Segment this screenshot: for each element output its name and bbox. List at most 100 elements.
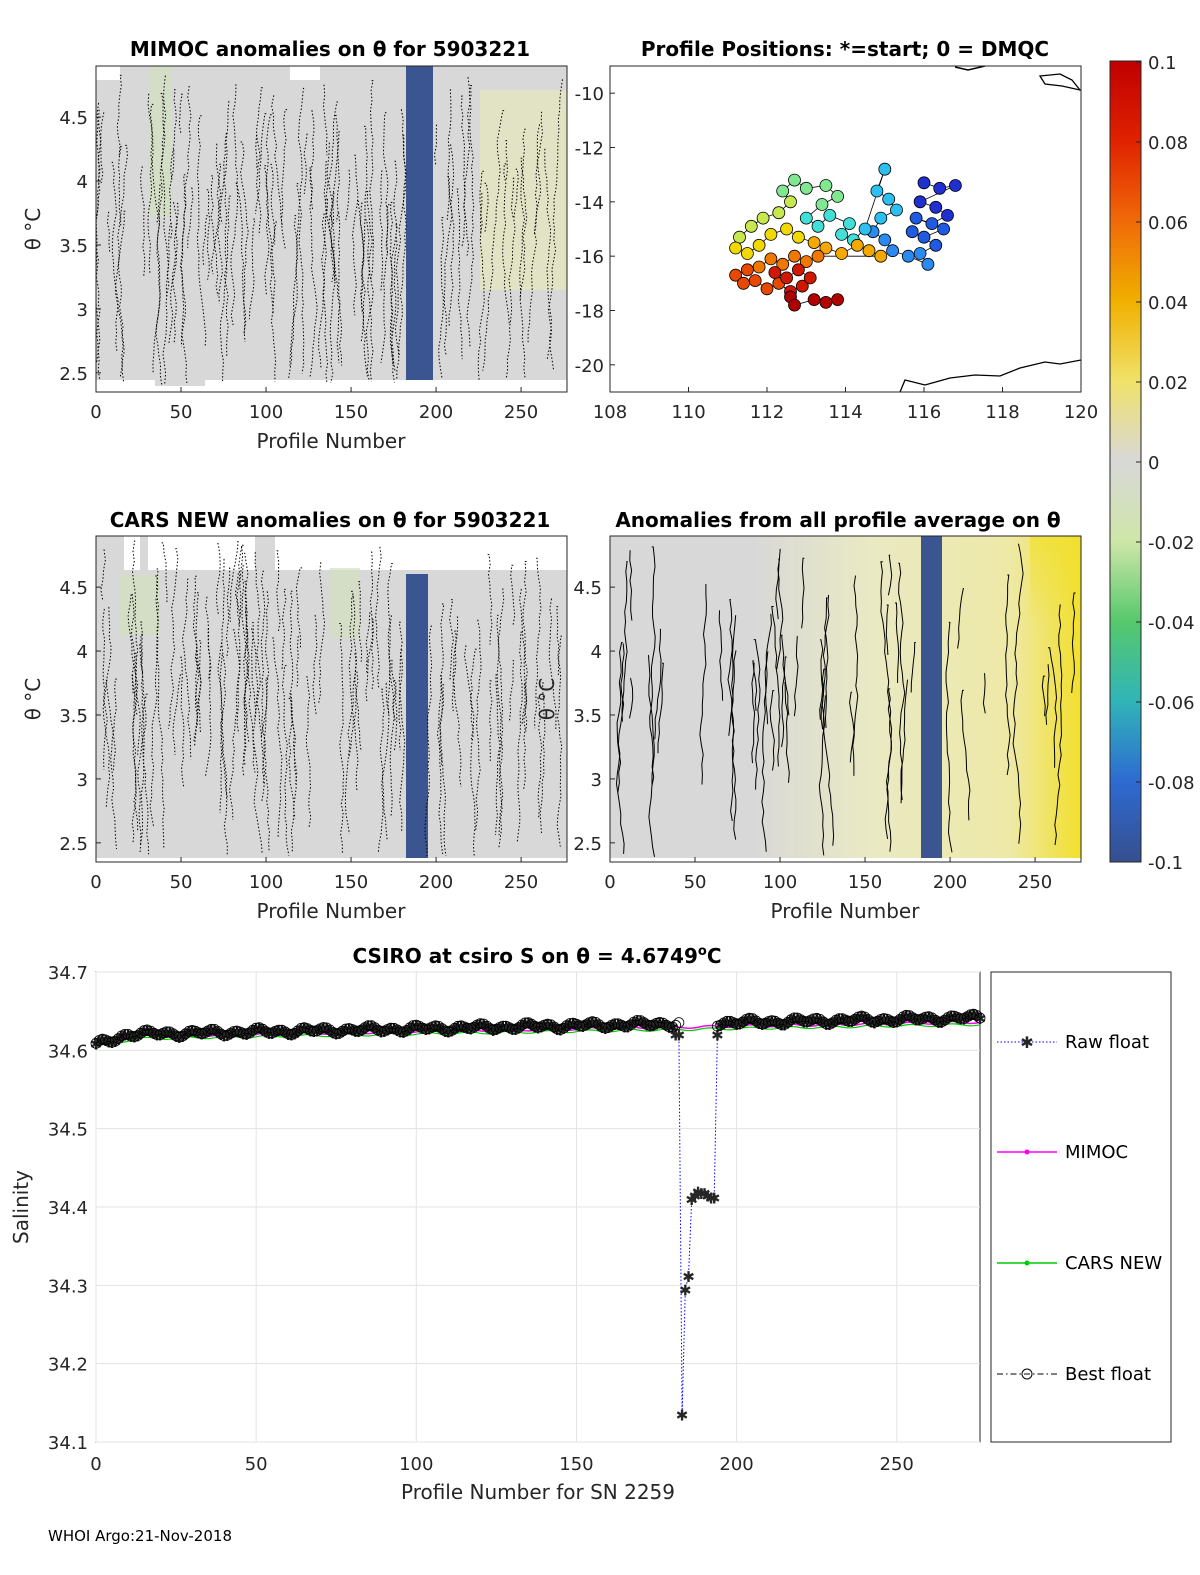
contour-line: [728, 615, 737, 736]
profile-position-marker: [870, 184, 884, 198]
best-float-marker: [394, 1026, 406, 1037]
contour-line: [100, 549, 106, 601]
legend-raw-float-label: Raw float: [1065, 1032, 1149, 1053]
contour-line: [348, 595, 354, 757]
contour-line: [318, 562, 326, 703]
best-float-marker: [333, 1027, 345, 1039]
average-ytick-label: 4: [591, 642, 602, 663]
profile-position-marker: [733, 230, 746, 244]
cars-ytick-label: 3: [77, 770, 88, 791]
contour-line: [793, 635, 799, 717]
contour-line: [480, 192, 483, 234]
best-float-marker: [317, 1022, 329, 1033]
colorbar-ticks: 0.1 0.08 0.06 0.04 0.02 0 -0.02 -0.04 -0.06 -0.08…: [1136, 53, 1195, 874]
contour-line: [180, 656, 185, 788]
best-float-marker: [971, 1010, 983, 1021]
contour-line: [131, 652, 138, 844]
salinity-ytick-label: 34.5: [48, 1120, 88, 1141]
contour-line: [305, 676, 312, 827]
raw-float-marker: ✱: [708, 1190, 721, 1208]
contour-line: [215, 143, 223, 225]
contour-line: [910, 642, 916, 693]
profile-position-marker: [823, 208, 837, 222]
contour-line: [451, 630, 457, 712]
profile-position-marker: [913, 195, 927, 209]
positions-title: Profile Positions: *=start; 0 = DMQC: [641, 37, 1049, 61]
contour-line: [389, 201, 395, 383]
contour-line: [456, 188, 463, 360]
raw-float-marker: ✱: [682, 1268, 695, 1286]
contour-line: [210, 163, 222, 275]
profile-position-marker: [925, 217, 939, 231]
salinity-ticks: 0 50 100 150 200 250 34.7 34.6 34.5 34.4 34.3 34.2 3…: [48, 963, 914, 1475]
cars-ytick-label: 3.5: [59, 706, 88, 727]
best-float-marker: [420, 1023, 432, 1035]
best-float-marker: [663, 1021, 675, 1033]
contour-line: [449, 599, 454, 680]
raw-float-marker: ✱: [692, 1183, 705, 1201]
cars-title: CARS NEW anomalies on θ for 5903221: [110, 508, 551, 532]
best-float-series-line: [95, 1013, 981, 1044]
contour-line: [206, 189, 211, 280]
contour-line: [898, 562, 906, 804]
profile-position-marker: [756, 211, 770, 225]
profile-position-marker: [858, 222, 872, 236]
contour-line: [100, 112, 105, 184]
contour-line: [225, 567, 231, 659]
average-xtick-label: 150: [848, 872, 882, 893]
contour-line: [820, 668, 826, 730]
contour-line: [120, 144, 128, 226]
contour-line: [391, 659, 396, 721]
mimoc-negative-band: [406, 66, 433, 380]
contour-line: [192, 575, 200, 727]
salinity-xtick-label: 250: [880, 1454, 914, 1475]
contour-line: [366, 191, 374, 382]
profile-position-marker: [874, 211, 888, 225]
contour-line: [96, 109, 102, 381]
colorbar-tick-label: -0.1: [1148, 853, 1183, 874]
mimoc-axes: [95, 65, 568, 393]
contour-line: [243, 581, 250, 742]
salinity-ytick-label: 34.4: [48, 1198, 88, 1219]
best-float-marker: [257, 1023, 269, 1035]
best-float-marker: [385, 1022, 397, 1034]
best-float-marker: [958, 1013, 970, 1024]
legend-best-float-label: Best float: [1065, 1364, 1151, 1385]
contour-line: [280, 109, 288, 250]
contour-line: [537, 697, 543, 818]
positions-ytick-label: -18: [575, 302, 604, 323]
positions-xtick-label: 120: [1064, 402, 1098, 423]
colorbar-tick-label: 0.04: [1148, 293, 1188, 314]
best-float-marker: [631, 1015, 643, 1026]
best-float-marker: [545, 1019, 557, 1031]
cars-xtick-label: 200: [419, 872, 453, 893]
average-ytick-label: 2.5: [573, 834, 602, 855]
contour-line: [140, 166, 146, 277]
best-float-marker: [446, 1025, 457, 1036]
mimoc-anomaly-panel: MIMOC anomalies on θ for 5903221 0 50 100 1…: [21, 37, 568, 453]
contour-line: [219, 642, 227, 813]
contour-line: [469, 648, 477, 740]
profile-position-marker: [886, 244, 899, 258]
cars-ytick-label: 4.5: [59, 578, 88, 599]
cars-xtick-label: 50: [170, 872, 193, 893]
contour-line: [116, 74, 122, 156]
contour-line: [629, 677, 634, 719]
salinity-xtick-label: 0: [90, 1454, 101, 1475]
raw-float-marker: ✱: [711, 1027, 724, 1045]
legend-cars-new-marker: [1024, 1260, 1030, 1266]
best-float-marker: [125, 1030, 137, 1042]
legend-box: [990, 971, 1172, 1443]
best-float-marker: [734, 1018, 746, 1029]
contour-line: [522, 561, 528, 732]
salinity-ytick-label: 34.2: [48, 1355, 88, 1376]
average-xtick-label: 0: [604, 872, 615, 893]
best-float-marker: [657, 1017, 669, 1029]
colorbar-tick-label: 0.02: [1148, 373, 1188, 394]
contour-line: [281, 588, 287, 670]
salinity-chart: CSIRO at csiro S on θ = 4.6749oC ✱✱✱✱✱✱✱…: [9, 944, 1172, 1504]
legend-mimoc-marker: [1024, 1149, 1030, 1155]
average-field: [610, 536, 1081, 858]
mimoc-xtick-label: 150: [334, 402, 368, 423]
